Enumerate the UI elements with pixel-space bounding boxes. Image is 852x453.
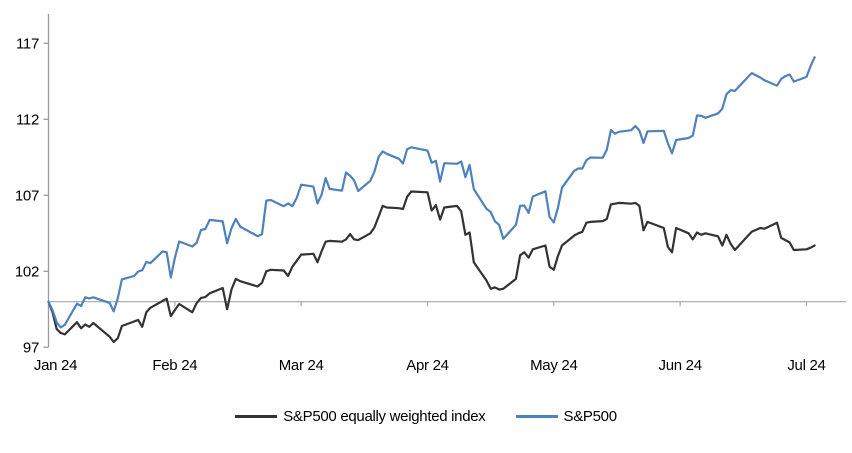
legend-label-sp500: S&P500 [563, 408, 618, 425]
legend-line-sample-sp500 [515, 415, 558, 418]
y-axis-label: 97 [23, 339, 39, 356]
y-axis-label: 107 [15, 187, 39, 204]
sp500-line-series [47, 56, 816, 329]
legend-label-equal-weight: S&P500 equally weighted index [283, 408, 486, 425]
y-axis-label: 112 [16, 111, 39, 128]
x-axis-label: Jun 24 [659, 357, 702, 374]
x-axis-label: Jan 24 [34, 357, 77, 374]
x-axis-label: May 24 [530, 357, 577, 374]
x-axis-label: Apr 24 [406, 357, 448, 374]
plot-area: Jan 24 Feb 24 Mar 24 Apr 24 May 24 Jun 24 Jul … [15, 14, 846, 374]
legend-item-equal-weight: S&P500 equally weighted index [235, 408, 486, 425]
legend-line-sample-equal-weight [235, 415, 278, 418]
chart-legend: S&P500 equally weighted index S&P500 [0, 408, 852, 425]
x-axis-label: Jul 24 [787, 357, 825, 374]
equal-weight-line-series [47, 190, 816, 344]
x-axis-label: Mar 24 [279, 357, 324, 374]
legend-item-sp500: S&P500 [515, 408, 618, 425]
y-axis-label: 117 [16, 35, 39, 52]
x-axis-label: Feb 24 [152, 357, 197, 374]
y-axis-label: 102 [15, 263, 39, 280]
